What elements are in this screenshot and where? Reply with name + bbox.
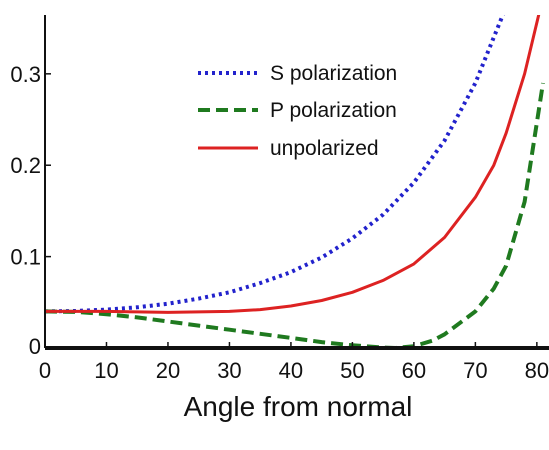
legend-entry-s-polarization: S polarization: [198, 62, 397, 85]
x-tick-label: 40: [279, 358, 303, 383]
x-tick-label: 0: [39, 358, 51, 383]
x-tick-label: 30: [217, 358, 241, 383]
legend: S polarization P polarization unpolarized: [198, 62, 397, 160]
x-tick-label: 80: [525, 358, 549, 383]
y-tick-label: 0: [29, 334, 41, 359]
x-tick-label: 70: [463, 358, 487, 383]
axes-layer: [44, 15, 549, 350]
x-axis-title: Angle from normal: [184, 391, 413, 422]
x-tick-label: 50: [340, 358, 364, 383]
x-tick-label: 20: [156, 358, 180, 383]
ticks-layer: 0 10 20 30 40 50 60 70 80 0 0.1 0.2 0.3: [10, 62, 549, 383]
y-tick-label: 0.3: [10, 62, 41, 87]
y-tick-label: 0.2: [10, 153, 41, 178]
legend-label: P polarization: [270, 99, 397, 122]
series-line-p-polarization: [44, 82, 545, 350]
legend-entry-unpolarized: unpolarized: [198, 137, 379, 160]
x-tick-label: 60: [402, 358, 426, 383]
legend-entry-p-polarization: P polarization: [198, 99, 397, 122]
legend-label: unpolarized: [270, 137, 379, 160]
lines-layer: [44, 15, 545, 350]
y-tick-label: 0.1: [10, 245, 41, 270]
x-tick-label: 10: [94, 358, 118, 383]
series-line-s-polarization: [44, 15, 505, 314]
series-line-unpolarized: [45, 15, 541, 314]
legend-label: S polarization: [270, 62, 397, 85]
